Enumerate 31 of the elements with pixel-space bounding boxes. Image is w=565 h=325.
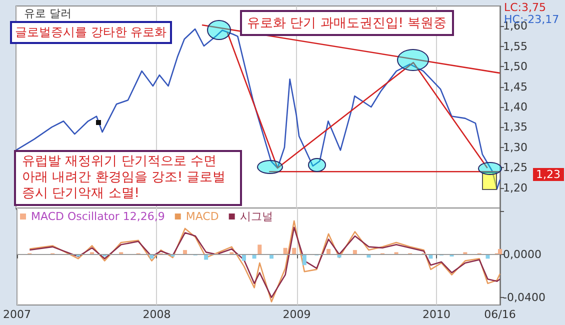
y-tick-label: 1,25	[503, 161, 528, 174]
annotation: 유럽발 재정위기 단기적으로 수면 아래 내려간 환경임을 강조! 글로벌 증시 단기악재 소멸!	[14, 150, 242, 206]
bar	[242, 254, 246, 261]
y-tick-label: -0,0400	[503, 290, 546, 304]
x-tick-label: 2008	[142, 308, 171, 321]
y-tick-label: 1,45	[503, 80, 528, 94]
y-tick-label: 1,20	[503, 181, 528, 194]
bar	[283, 248, 288, 254]
y-tick-label: 1,50	[503, 60, 528, 74]
chart-title: 유로 달러	[24, 7, 72, 20]
annotation: 글로벌증시를 강타한 유로화	[10, 21, 172, 44]
bar	[258, 244, 262, 254]
y-tick-label: 1,40	[503, 100, 528, 114]
legend-label: MACD	[186, 210, 219, 223]
text: 1,23	[533, 168, 564, 181]
x-tick-label: 06/16	[484, 308, 516, 321]
y-tick-label: 1,55	[503, 40, 528, 53]
bar	[302, 254, 306, 266]
legend-label: 시그널	[240, 210, 273, 223]
x-tick-label: 2009	[282, 308, 311, 321]
y-tick-label: 0,0000	[503, 248, 542, 261]
text: LC:3,75	[504, 1, 546, 14]
y-tick-label: 1,30	[503, 140, 528, 154]
y-tick-label: 1,35	[503, 120, 528, 134]
bar	[326, 248, 331, 254]
annotation: 유로화 단기 과매도권진입! 복원중	[240, 10, 454, 36]
bar	[292, 248, 296, 254]
x-tick-label: 2010	[422, 308, 450, 321]
bar	[498, 248, 502, 254]
legend-label: MACD Oscillator 12,26,9	[31, 210, 165, 223]
x-tick-label: 2007	[2, 308, 31, 321]
